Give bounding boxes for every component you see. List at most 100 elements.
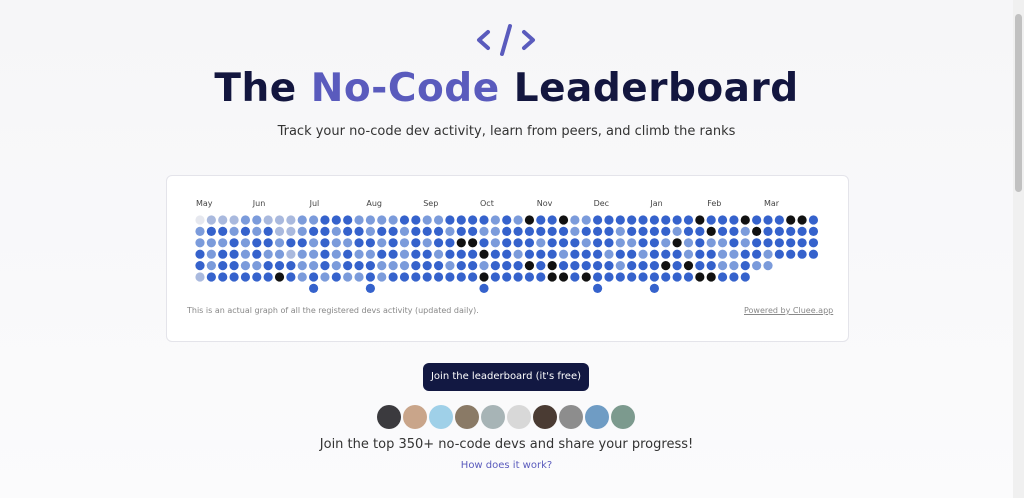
- activity-dot: [320, 261, 330, 271]
- activity-dot: [206, 261, 216, 271]
- activity-dot: [433, 226, 444, 236]
- activity-dot: [195, 249, 205, 259]
- month-label: Jun: [252, 199, 265, 208]
- activity-dot: [786, 226, 796, 236]
- activity-dot: [490, 226, 500, 236]
- activity-dot: [377, 226, 387, 236]
- activity-dot: [683, 249, 694, 259]
- activity-dot: [388, 272, 398, 282]
- activity-dot: [740, 272, 750, 282]
- activity-dot: [422, 249, 432, 259]
- activity-dot: [604, 272, 614, 282]
- scrollbar[interactable]: [1013, 0, 1024, 498]
- activity-dot: [456, 226, 466, 236]
- activity-dot: [320, 238, 330, 248]
- activity-dot: [604, 249, 614, 259]
- activity-dot: [524, 249, 535, 259]
- month-label: Oct: [480, 199, 494, 208]
- month-label: Mar: [764, 199, 780, 208]
- tagline: Join the top 350+ no-code devs and share…: [319, 437, 694, 452]
- activity-dot: [388, 215, 398, 225]
- avatars: [377, 405, 635, 429]
- activity-dot: [581, 272, 591, 282]
- activity-dot: [547, 272, 557, 282]
- activity-dot: [263, 249, 273, 259]
- graph-note: This is an actual graph of all the regis…: [187, 306, 479, 315]
- activity-dot: [638, 261, 648, 271]
- activity-dot: [502, 238, 512, 248]
- activity-dot: [570, 215, 580, 225]
- activity-dot: [252, 215, 262, 225]
- activity-dot: [627, 261, 637, 271]
- activity-dot: [240, 226, 251, 236]
- activity-dot: [343, 238, 353, 248]
- activity-dot: [286, 272, 296, 282]
- activity-dot: [411, 226, 421, 236]
- title-highlight: No-Code: [310, 66, 500, 111]
- activity-dot: [445, 261, 455, 271]
- activity-dot: [752, 261, 762, 271]
- activity-dot: [661, 249, 671, 259]
- activity-dot: [717, 238, 728, 248]
- activity-dot: [399, 249, 410, 259]
- activity-dot: [808, 226, 819, 236]
- activity-dot: [388, 226, 398, 236]
- activity-dot: [365, 249, 375, 259]
- activity-dot: [229, 261, 239, 271]
- activity-dot: [229, 215, 239, 225]
- activity-dot: [649, 272, 659, 282]
- activity-dot: [604, 215, 614, 225]
- activity-dot: [649, 238, 659, 248]
- activity-dot: [354, 261, 364, 271]
- activity-dot: [445, 215, 455, 225]
- activity-dot: [229, 272, 239, 282]
- activity-dot: [513, 272, 523, 282]
- activity-dot: [502, 261, 512, 271]
- activity-dot: [456, 215, 466, 225]
- scrollbar-thumb[interactable]: [1015, 14, 1022, 192]
- activity-dot: [683, 261, 694, 271]
- activity-dot: [479, 283, 489, 293]
- activity-dot: [774, 226, 784, 236]
- activity-dot: [581, 215, 591, 225]
- activity-dot: [558, 238, 569, 248]
- activity-dot: [706, 238, 716, 248]
- activity-dot: [558, 261, 569, 271]
- activity-dot: [206, 249, 216, 259]
- how-link[interactable]: How does it work?: [460, 460, 553, 471]
- activity-dot: [627, 226, 637, 236]
- activity-dot: [683, 226, 694, 236]
- activity-dot: [672, 238, 682, 248]
- activity-dot: [752, 238, 762, 248]
- activity-dot: [479, 215, 489, 225]
- activity-dot: [638, 215, 648, 225]
- activity-dot: [218, 261, 228, 271]
- activity-dot: [206, 238, 216, 248]
- activity-dot: [524, 272, 535, 282]
- activity-dot: [717, 261, 728, 271]
- activity-dot: [206, 272, 216, 282]
- activity-dot: [206, 226, 216, 236]
- code-icon: [477, 24, 535, 56]
- activity-dot: [729, 238, 739, 248]
- activity-dot: [286, 261, 296, 271]
- activity-dot: [206, 215, 216, 225]
- activity-dot: [786, 215, 796, 225]
- activity-dot: [513, 249, 523, 259]
- activity-dot: [808, 249, 819, 259]
- month-label: Sep: [423, 199, 438, 208]
- activity-dot: [615, 215, 625, 225]
- activity-dot: [536, 226, 546, 236]
- activity-dot: [763, 226, 773, 236]
- activity-dot: [570, 238, 580, 248]
- activity-dot: [320, 215, 330, 225]
- join-button[interactable]: Join the leaderboard (it's free): [423, 363, 589, 391]
- activity-dot: [309, 215, 319, 225]
- activity-dot: [774, 238, 784, 248]
- month-label: Dec: [594, 199, 609, 208]
- powered-link[interactable]: Powered by Cluee.app: [744, 306, 834, 315]
- activity-dot: [297, 272, 307, 282]
- activity-dot: [774, 249, 784, 259]
- activity-dot: [536, 272, 546, 282]
- activity-dot: [638, 238, 648, 248]
